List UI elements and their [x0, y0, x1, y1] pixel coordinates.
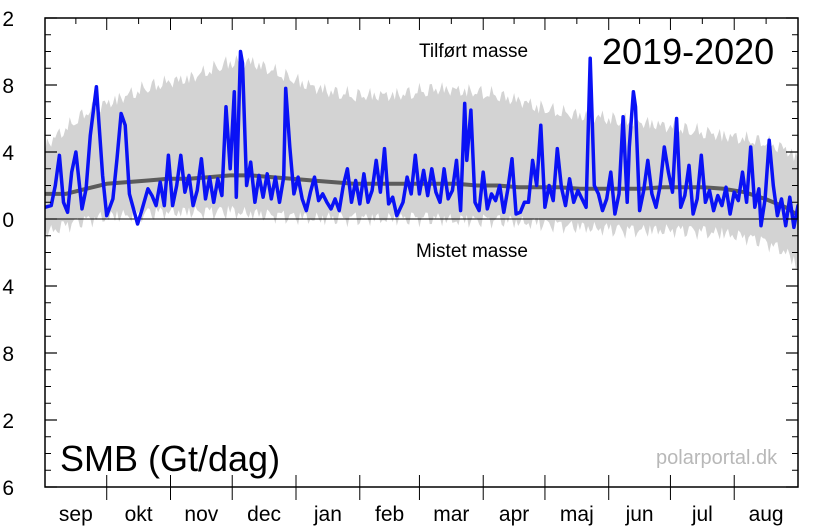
x-axis-month-labels: sep okt nov dec jan feb mar apr maj jun jul aug: [59, 503, 784, 526]
plot-content: [45, 49, 798, 270]
x-month-label-feb: feb: [375, 503, 404, 526]
x-month-label-okt: okt: [125, 503, 153, 526]
y-tick-label: 4: [2, 142, 14, 165]
lost-mass-annotation: Mistet masse: [416, 241, 528, 262]
x-month-label-nov: nov: [184, 503, 218, 526]
current-season-line: [45, 49, 798, 230]
unit-label: SMB (Gt/dag): [60, 438, 280, 479]
y-tick-label: 8: [2, 75, 14, 98]
x-month-label-maj: maj: [560, 503, 594, 526]
y-tick-label: 8: [2, 343, 14, 366]
season-label: 2019-2020: [602, 31, 774, 72]
x-month-label-mar: mar: [433, 503, 469, 526]
x-axis-ticks: [75, 18, 767, 500]
y-axis-tick-labels: 2 8 4 0 4 8 2 6: [2, 8, 14, 500]
x-month-label-aug: aug: [749, 503, 784, 526]
y-tick-label: 0: [2, 209, 14, 232]
min-max-band: [45, 55, 798, 270]
y-tick-label: 4: [2, 276, 14, 299]
x-month-label-dec: dec: [247, 503, 281, 526]
y-tick-label: 2: [2, 410, 14, 433]
x-month-label-jun: jun: [625, 503, 654, 526]
gained-mass-annotation: Tilført masse: [419, 41, 528, 62]
x-month-label-jul: jul: [691, 503, 713, 526]
y-tick-label: 6: [2, 477, 14, 500]
x-month-label-jan: jan: [313, 503, 342, 526]
credit-label: polarportal.dk: [656, 447, 778, 469]
y-axis-ticks: [45, 17, 798, 488]
y-tick-label: 2: [2, 8, 14, 31]
x-month-label-sep: sep: [59, 503, 93, 526]
x-month-label-apr: apr: [499, 503, 529, 526]
